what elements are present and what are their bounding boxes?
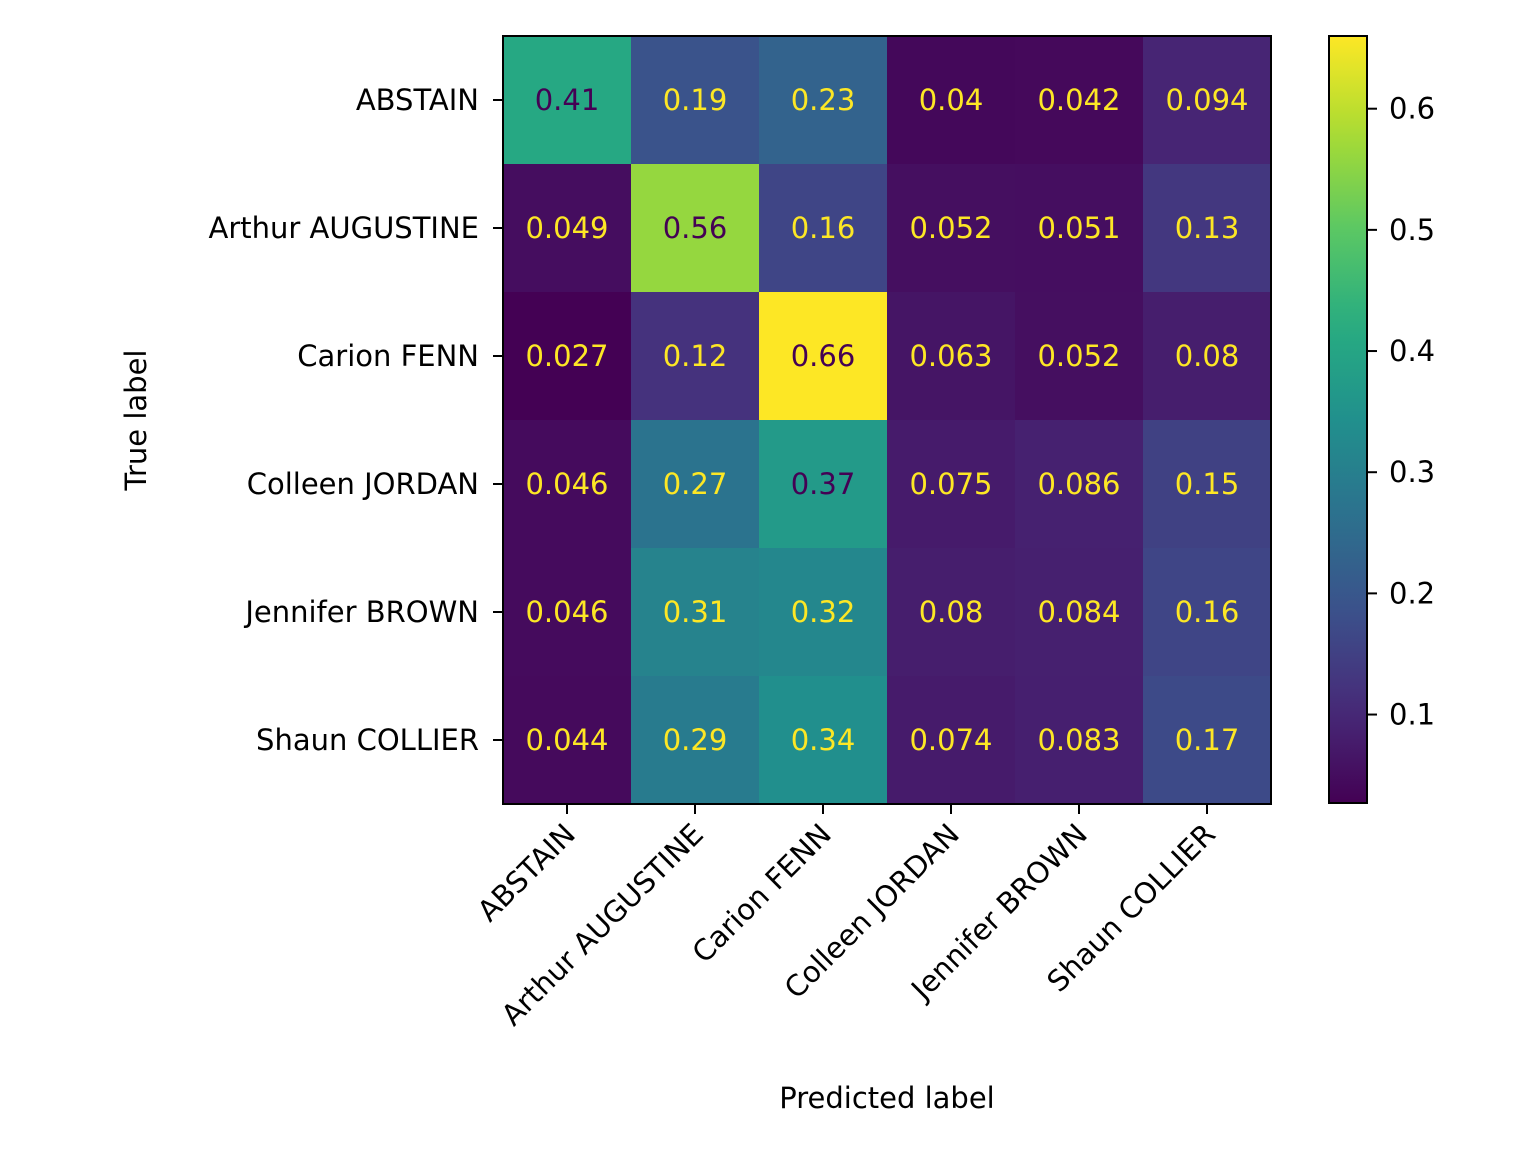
heatmap-cell [631, 292, 760, 421]
y-tick-label: Jennifer BROWN [243, 595, 479, 629]
colorbar-tick-label: 0.3 [1389, 455, 1435, 489]
heatmap-cell [1143, 36, 1272, 165]
heatmap-cell [503, 676, 632, 805]
heatmap-cell [1143, 164, 1272, 293]
cell-value-label: 0.12 [663, 339, 728, 373]
heatmap-cell [759, 548, 888, 677]
colorbar-tick-label: 0.2 [1389, 576, 1435, 610]
heatmap-cell [1143, 420, 1272, 549]
heatmap-cell [631, 676, 760, 805]
heatmap-cell [759, 420, 888, 549]
heatmap-cell [887, 36, 1016, 165]
heatmap-cell [887, 548, 1016, 677]
x-tick-label: ABSTAIN [471, 817, 582, 928]
heatmap-cell [1143, 292, 1272, 421]
cell-value-label: 0.052 [909, 211, 992, 245]
cell-value-label: 0.049 [525, 211, 608, 245]
cell-value-label: 0.37 [791, 467, 856, 501]
heatmap-cell [631, 164, 760, 293]
heatmap-cell [887, 420, 1016, 549]
y-tick-label: Carion FENN [297, 339, 479, 373]
heatmap-cell [1143, 548, 1272, 677]
heatmap-cell [759, 36, 888, 165]
heatmap-cell [1015, 36, 1144, 165]
heatmap-cell-labels: 0.41 0.19 0.23 0.04 0.042 0.094 0.049 0.56 0.16 0… [525, 83, 1248, 757]
y-tick-label: Shaun COLLIER [256, 723, 479, 757]
heatmap-cell [1015, 164, 1144, 293]
heatmap-cell [887, 676, 1016, 805]
cell-value-label: 0.063 [909, 339, 992, 373]
cell-value-label: 0.051 [1037, 211, 1120, 245]
cell-value-label: 0.29 [663, 723, 728, 757]
cell-value-label: 0.083 [1037, 723, 1120, 757]
colorbar-tick-label: 0.5 [1389, 213, 1435, 247]
cell-value-label: 0.41 [535, 83, 600, 117]
cell-value-label: 0.19 [663, 83, 728, 117]
y-axis-ticks: ABSTAIN Arthur AUGUSTINE Carion FENN Collee… [209, 83, 503, 757]
cell-value-label: 0.16 [791, 211, 856, 245]
cell-value-label: 0.08 [1175, 339, 1240, 373]
cell-value-label: 0.094 [1165, 83, 1248, 117]
colorbar-gradient [1329, 36, 1367, 803]
heatmap-cell [887, 164, 1016, 293]
cell-value-label: 0.13 [1175, 211, 1240, 245]
cell-value-label: 0.31 [663, 595, 728, 629]
heatmap-cell [503, 164, 632, 293]
cell-value-label: 0.08 [919, 595, 984, 629]
heatmap-cell [759, 676, 888, 805]
cell-value-label: 0.56 [663, 211, 728, 245]
heatmap-cell [759, 164, 888, 293]
heatmap-cell [503, 36, 632, 165]
plot-frame [502, 35, 1272, 805]
cell-value-label: 0.34 [791, 723, 856, 757]
heatmap-cell [759, 292, 888, 421]
y-tick-label: Colleen JORDAN [247, 467, 479, 501]
colorbar-frame [1328, 35, 1368, 804]
cell-value-label: 0.04 [919, 83, 984, 117]
heatmap-cells [503, 36, 1272, 805]
cell-value-label: 0.16 [1175, 595, 1240, 629]
colorbar-tick-label: 0.6 [1389, 92, 1435, 126]
cell-value-label: 0.046 [525, 467, 608, 501]
y-axis-label: True label [119, 350, 153, 492]
colorbar-tick-label: 0.4 [1389, 334, 1435, 368]
cell-value-label: 0.32 [791, 595, 856, 629]
heatmap-cell [1015, 548, 1144, 677]
cell-value-label: 0.052 [1037, 339, 1120, 373]
heatmap-cell [503, 292, 632, 421]
colorbar: 0.1 0.2 0.3 0.4 0.5 0.6 [1328, 35, 1435, 804]
cell-value-label: 0.027 [525, 339, 608, 373]
colorbar-tick-label: 0.1 [1389, 698, 1435, 732]
cell-value-label: 0.17 [1175, 723, 1240, 757]
heatmap-cell [631, 548, 760, 677]
cell-value-label: 0.23 [791, 83, 856, 117]
colorbar-ticks: 0.1 0.2 0.3 0.4 0.5 0.6 [1367, 92, 1435, 732]
x-axis-label: Predicted label [779, 1081, 995, 1115]
cell-value-label: 0.084 [1037, 595, 1120, 629]
cell-value-label: 0.27 [663, 467, 728, 501]
heatmap-cell [1015, 420, 1144, 549]
cell-value-label: 0.074 [909, 723, 992, 757]
heatmap-cell [631, 420, 760, 549]
cell-value-label: 0.086 [1037, 467, 1120, 501]
heatmap-cell [503, 420, 632, 549]
heatmap-cell [1015, 292, 1144, 421]
cell-value-label: 0.046 [525, 595, 608, 629]
heatmap-cell [1143, 676, 1272, 805]
cell-value-label: 0.075 [909, 467, 992, 501]
cell-value-label: 0.044 [525, 723, 608, 757]
heatmap-cell [503, 548, 632, 677]
cell-value-label: 0.66 [791, 339, 856, 373]
y-tick-label: ABSTAIN [356, 83, 479, 117]
heatmap-cell [1015, 676, 1144, 805]
cell-value-label: 0.042 [1037, 83, 1120, 117]
y-tick-label: Arthur AUGUSTINE [209, 211, 480, 245]
heatmap-cell [887, 292, 1016, 421]
cell-value-label: 0.15 [1175, 467, 1240, 501]
heatmap-cell [631, 36, 760, 165]
